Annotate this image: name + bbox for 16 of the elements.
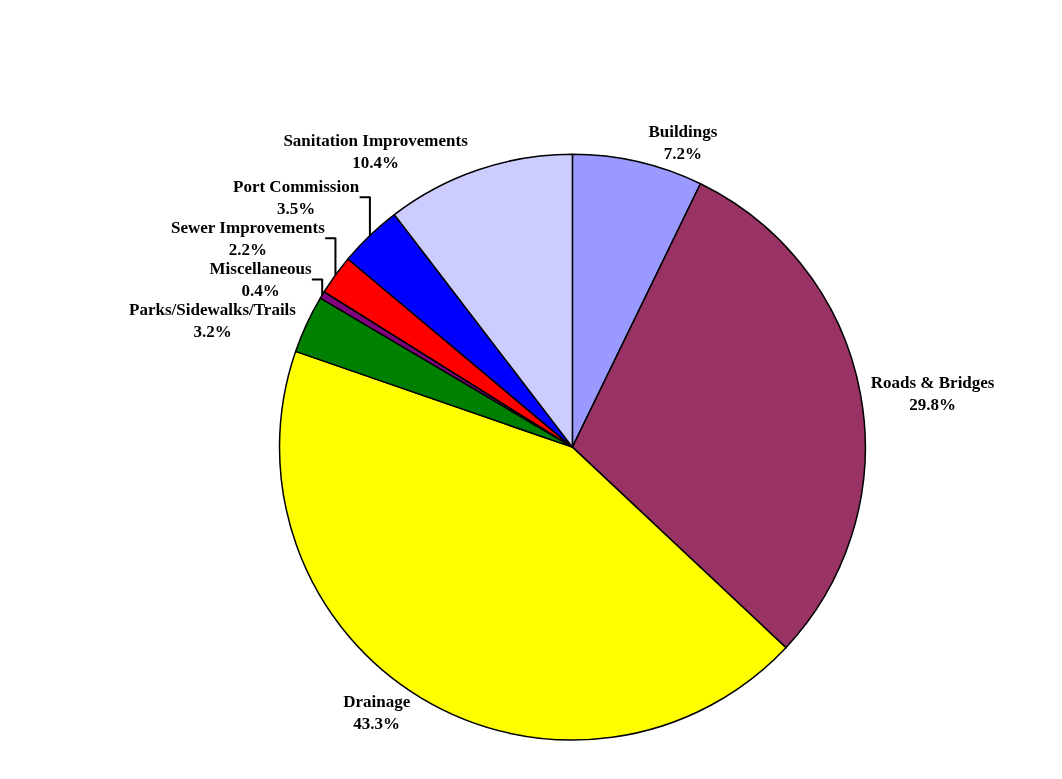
- data-label: 7.2%: [663, 143, 703, 163]
- slice-label: Buildings: [648, 121, 718, 141]
- data-label: 3.2%: [193, 322, 232, 342]
- slice-label: Port Commission: [233, 176, 360, 196]
- data-label: 29.8%: [909, 394, 956, 414]
- slice-label: Drainage: [343, 692, 411, 712]
- data-label: 10.4%: [352, 152, 399, 172]
- slice-label: Sanitation Improvements: [283, 130, 469, 150]
- slice-label: Miscellaneous: [209, 258, 312, 278]
- slice-label: Roads & Bridges: [870, 372, 995, 392]
- data-label: 3.5%: [276, 198, 316, 218]
- data-label: 2.2%: [228, 239, 268, 259]
- slice-label: Parks/Sidewalks/Trails: [129, 299, 297, 319]
- data-label: 43.3%: [353, 714, 401, 734]
- slice-label: Sewer Improvements: [171, 217, 326, 237]
- data-label: 0.4%: [241, 280, 280, 300]
